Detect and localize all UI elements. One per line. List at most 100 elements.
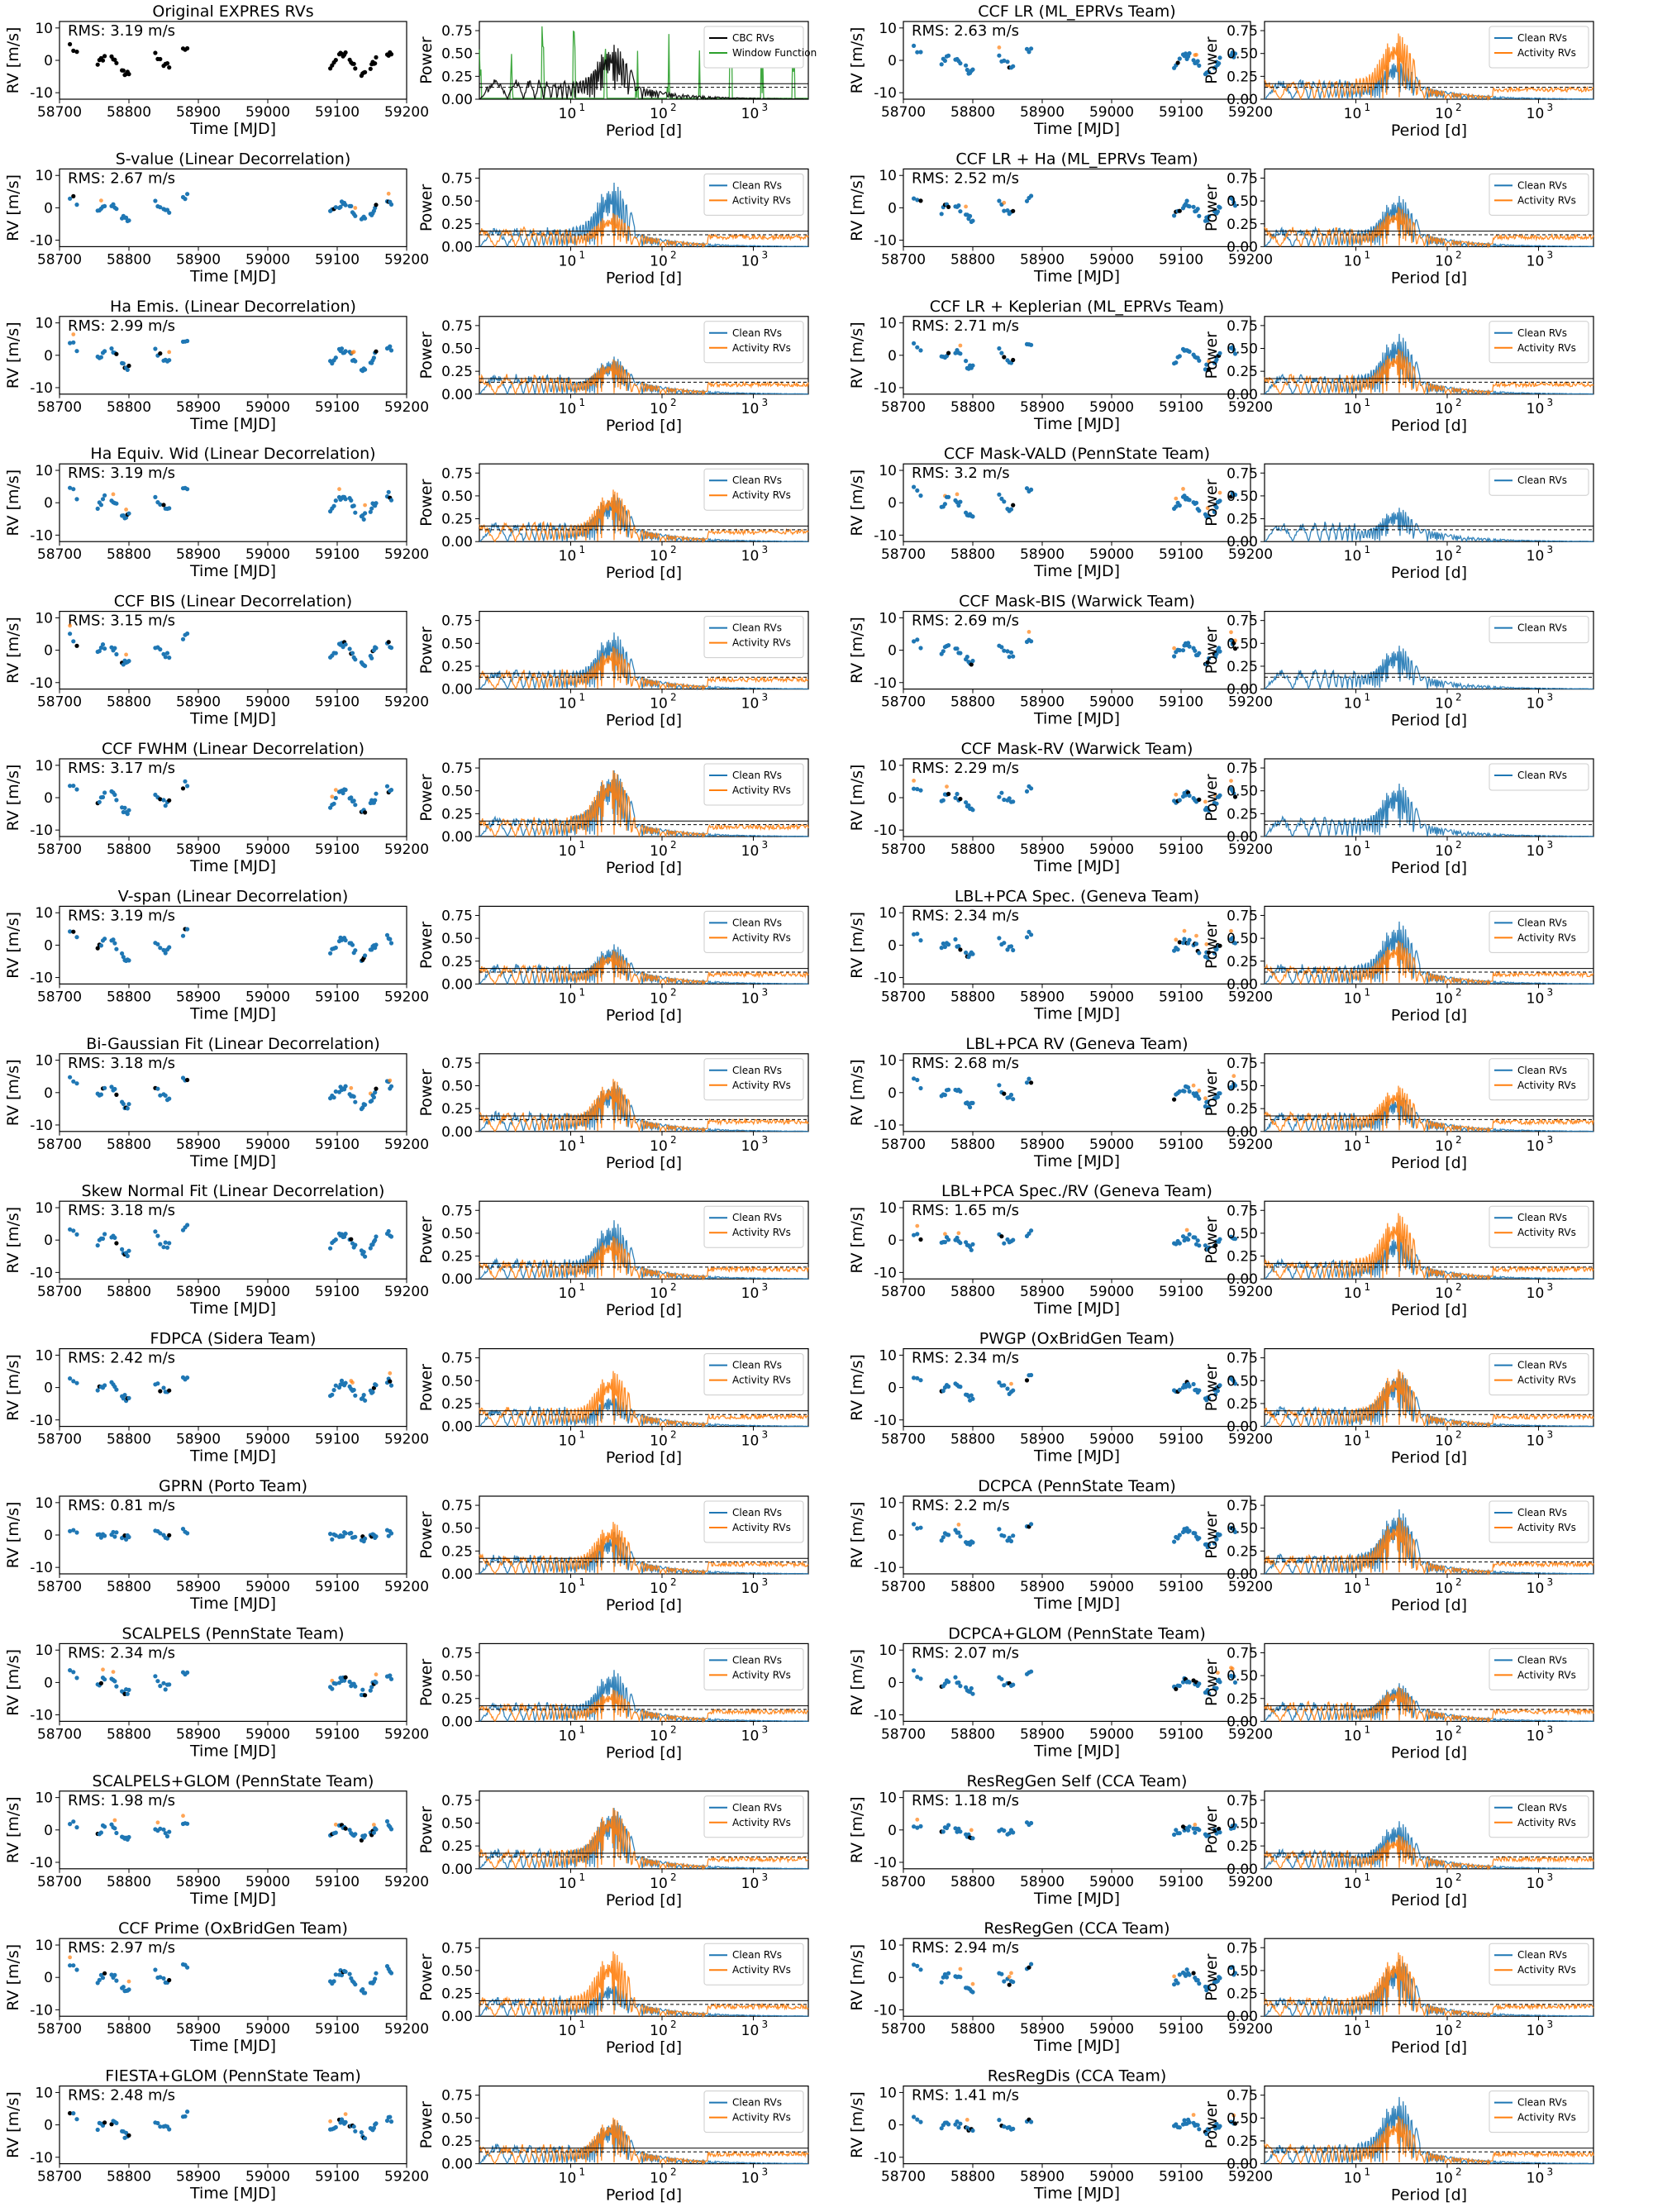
rv-panel-12: Ha Equiv. Wid (Linear Decorrelation)RMS:…	[4, 445, 429, 580]
y-tick-label: 0	[44, 937, 53, 954]
y-tick-label: 0	[888, 937, 897, 954]
rv-point	[374, 1827, 379, 1832]
rv-point	[68, 1075, 73, 1080]
x-tick-label: 10	[1527, 1138, 1545, 1155]
rv-point	[71, 340, 76, 345]
rv-point	[363, 1102, 368, 1108]
x-tick-label: 59100	[315, 1137, 360, 1153]
rv-point	[363, 216, 368, 221]
rv-point	[363, 953, 368, 958]
panel-title: ResRegGen (CCA Team)	[984, 1919, 1169, 1938]
x-axis-label: Time [MJD]	[1033, 562, 1120, 580]
x-tick-label: 10	[1344, 843, 1362, 860]
y-axis-label: RV [m/s]	[4, 174, 22, 241]
rv-point	[114, 207, 119, 212]
rv-point	[333, 795, 338, 801]
power-curve-0	[1264, 508, 1594, 543]
x-tick-label: 59200	[384, 1137, 429, 1153]
x-tick-label: 10	[1527, 106, 1545, 122]
y-axis-label: Power	[1203, 184, 1221, 231]
rv-point	[388, 1371, 393, 1375]
x-axis-label: Period [d]	[606, 269, 682, 287]
x-tick-label: 58700	[881, 1579, 926, 1595]
rv-point	[343, 2112, 348, 2117]
y-tick-label: 0.75	[1227, 1940, 1258, 1957]
y-tick-label: 0.50	[1227, 1373, 1258, 1390]
rv-point	[388, 1971, 394, 1976]
rv-point	[1187, 2119, 1192, 2125]
rv-point	[333, 498, 338, 503]
rv-point	[1011, 947, 1016, 953]
rv-point	[74, 1676, 79, 1680]
rv-point	[942, 502, 947, 507]
x-tick-label: 58800	[107, 546, 151, 563]
x-tick-label: 58700	[881, 104, 926, 121]
x-tick-label: 58700	[37, 2021, 82, 2038]
x-tick-label: 10	[650, 1285, 668, 1302]
x-tick-label: 59000	[245, 1137, 290, 1153]
rv-point	[912, 1824, 917, 1829]
panel-title: DCPCA+GLOM (PennState Team)	[948, 1624, 1206, 1642]
rv-point	[999, 1676, 1004, 1681]
legend-label: Clean RVs	[732, 1360, 782, 1371]
rv-point	[1217, 350, 1222, 355]
y-axis-label: Power	[417, 1806, 436, 1854]
rv-point	[112, 57, 117, 62]
y-tick-label: 0.00	[441, 1419, 473, 1436]
x-tick-label: 59100	[315, 2169, 360, 2186]
rv-point	[1229, 630, 1233, 635]
rv-point	[158, 1093, 163, 1098]
rv-point	[388, 1084, 394, 1089]
legend-box	[703, 1058, 804, 1101]
rv-point	[99, 198, 103, 203]
x-tick-label: 58700	[37, 1579, 82, 1595]
rv-point	[158, 502, 163, 508]
panel-title: Bi-Gaussian Fit (Linear Decorrelation)	[86, 1035, 380, 1053]
rv-point	[388, 1827, 394, 1832]
rv-point	[999, 790, 1004, 795]
rv-point	[74, 1081, 79, 1086]
rv-point	[918, 1085, 923, 1091]
x-tick-exponent: 2	[670, 1281, 677, 1293]
y-tick-label: 10	[35, 1790, 53, 1807]
rv-point	[918, 348, 923, 353]
y-tick-label: 10	[35, 168, 53, 184]
panel-title: CCF LR + Ha (ML_EPRVs Team)	[955, 150, 1198, 168]
rv-point	[114, 60, 119, 65]
x-tick-label: 58700	[881, 2021, 926, 2038]
rv-point	[1197, 1828, 1202, 1833]
y-tick-label: 0.50	[1227, 784, 1258, 800]
rv-point	[167, 1682, 172, 1687]
rv-point	[68, 784, 73, 789]
rv-point	[167, 506, 172, 511]
rv-panel-28: Bi-Gaussian Fit (Linear Decorrelation)RM…	[4, 1035, 429, 1170]
x-tick-label: 59100	[1159, 1579, 1203, 1595]
x-axis-label: Period [d]	[606, 712, 682, 730]
y-tick-label: 10	[879, 1347, 897, 1364]
x-tick-exponent: 3	[1546, 397, 1553, 408]
x-tick-label: 10	[559, 401, 577, 417]
rv-point	[1207, 367, 1212, 372]
rv-point	[1232, 794, 1238, 799]
rv-point	[353, 213, 358, 218]
x-tick-exponent: 2	[670, 986, 677, 998]
rv-point	[1027, 1965, 1031, 1970]
rv-point	[353, 66, 358, 71]
y-axis-label: RV [m/s]	[848, 1796, 866, 1863]
power-curve-0	[1264, 783, 1594, 838]
rv-point	[68, 1822, 73, 1827]
x-tick-label: 58700	[881, 1726, 926, 1742]
y-tick-label: 0.25	[441, 2133, 473, 2150]
y-tick-label: 0	[888, 2118, 897, 2134]
y-tick-label: 0.25	[1227, 659, 1258, 675]
y-tick-label: 0.50	[441, 1226, 473, 1242]
x-tick-label: 10	[650, 548, 668, 565]
x-tick-exponent: 3	[1546, 102, 1553, 113]
x-tick-exponent: 1	[579, 1281, 585, 1293]
rv-point	[1024, 1378, 1030, 1383]
